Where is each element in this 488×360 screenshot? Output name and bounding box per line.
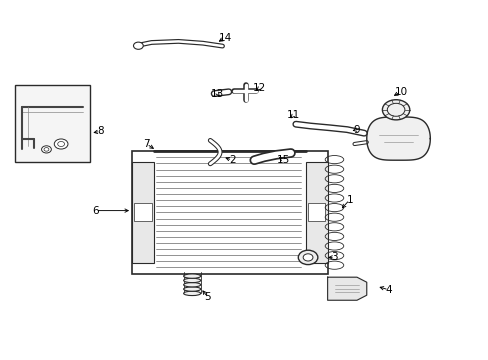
Ellipse shape — [183, 287, 201, 291]
Text: 8: 8 — [97, 126, 103, 136]
Text: 9: 9 — [353, 125, 360, 135]
Bar — [134, 203, 151, 221]
Circle shape — [133, 42, 143, 49]
Polygon shape — [366, 117, 429, 160]
Text: 14: 14 — [218, 33, 231, 43]
Ellipse shape — [183, 274, 201, 278]
Polygon shape — [327, 277, 366, 300]
Bar — [307, 203, 325, 221]
Text: 12: 12 — [252, 83, 265, 93]
Ellipse shape — [183, 283, 201, 287]
Text: 10: 10 — [394, 87, 407, 97]
Text: 7: 7 — [143, 139, 150, 149]
Circle shape — [382, 100, 409, 120]
Bar — [15, 85, 90, 162]
Circle shape — [303, 254, 312, 261]
Bar — [305, 162, 327, 263]
Bar — [132, 162, 154, 263]
Text: 13: 13 — [210, 89, 224, 99]
Text: 15: 15 — [276, 155, 290, 165]
Text: 4: 4 — [385, 285, 391, 295]
Ellipse shape — [183, 278, 201, 283]
Text: 3: 3 — [331, 252, 338, 262]
Circle shape — [298, 250, 317, 265]
Circle shape — [41, 146, 51, 153]
Circle shape — [54, 139, 68, 149]
Bar — [132, 151, 327, 274]
Text: 5: 5 — [204, 292, 211, 302]
Text: 11: 11 — [286, 110, 300, 120]
Text: 2: 2 — [228, 155, 235, 165]
Text: 1: 1 — [346, 195, 352, 205]
Text: 6: 6 — [92, 206, 99, 216]
Ellipse shape — [183, 291, 201, 296]
